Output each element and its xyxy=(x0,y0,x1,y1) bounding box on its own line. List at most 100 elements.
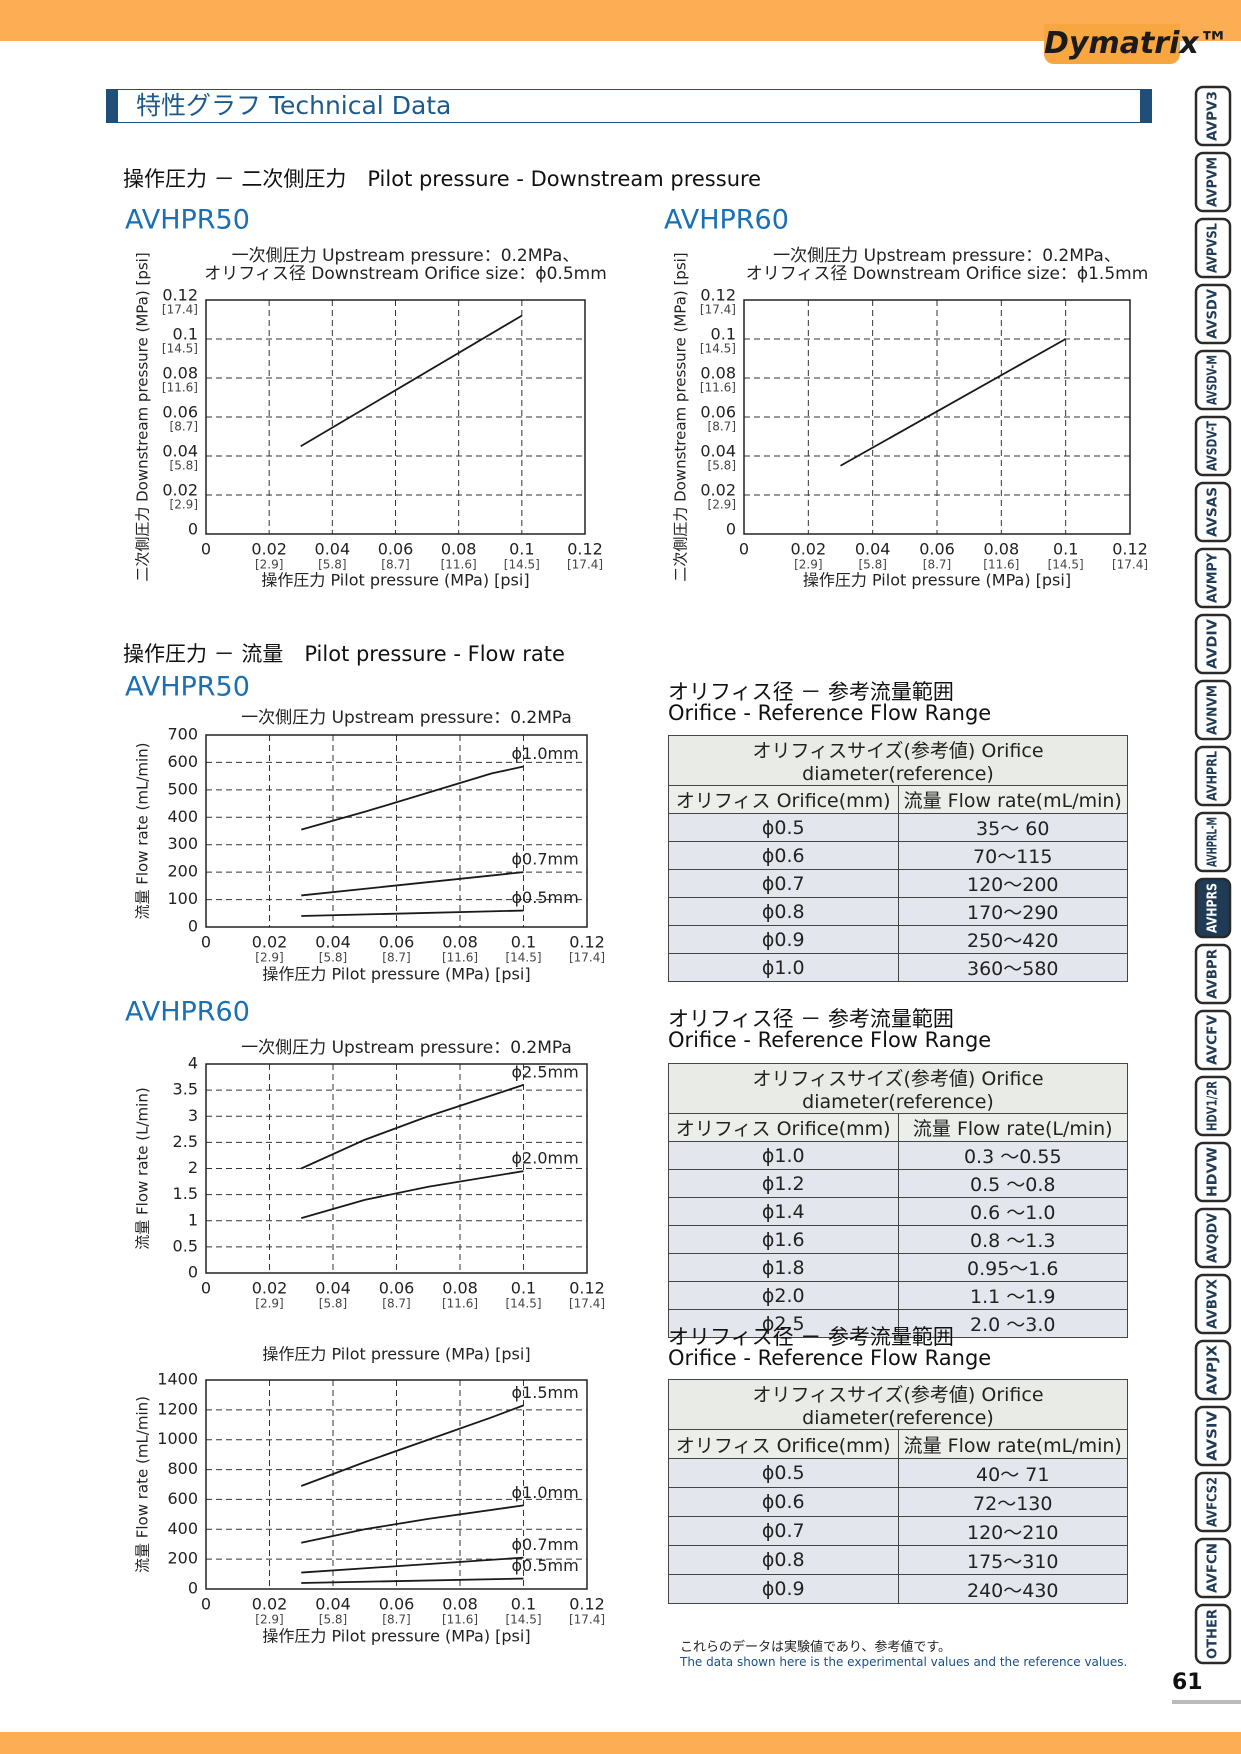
table-cell: ϕ0.8 xyxy=(668,1545,899,1575)
column-header: 流量 Flow rate(mL/min) xyxy=(897,1429,1128,1459)
table-row: ϕ0.8 170～290 xyxy=(668,897,1128,926)
series-line xyxy=(301,1556,524,1574)
y-tick-label: 0.1 xyxy=(173,325,198,344)
x-tick-label: 0 xyxy=(201,540,211,559)
y-axis-label: 二次側圧力 Downstream pressure (MPa) [psi] xyxy=(134,252,152,581)
table-caption-row: オリフィスサイズ(参考値) Orifice diameter(reference… xyxy=(668,1379,1128,1430)
reference-table: オリフィスサイズ(参考値) Orifice diameter(reference… xyxy=(668,735,1128,982)
chart-subtitle: 一次側圧力 Upstream pressure：0.2MPa xyxy=(241,708,572,728)
side-tab-label: OTHER xyxy=(1206,1609,1221,1659)
column-header: 流量 Flow rate(mL/min) xyxy=(897,785,1128,814)
y-tick-psi-label: [2.9] xyxy=(708,498,736,512)
table-caption-row: オリフィスサイズ(参考値) Orifice diameter(reference… xyxy=(668,735,1128,786)
x-tick-psi-label: [17.4] xyxy=(569,1297,605,1311)
x-tick-label: 0 xyxy=(201,933,211,952)
side-tab-label: AVDIV xyxy=(1206,619,1221,669)
side-tab-label: HDVW xyxy=(1206,1147,1221,1197)
footnote: これらのデータは実験値であり、参考値です。 xyxy=(680,1640,952,1655)
x-tick-label: 0 xyxy=(739,540,749,559)
y-tick-label: 1.5 xyxy=(173,1184,198,1203)
side-tab xyxy=(1194,1207,1232,1269)
table-cell: ϕ0.5 xyxy=(668,1458,899,1488)
table-cell: ϕ1.4 xyxy=(668,1197,899,1226)
table-row: ϕ1.0 0.3 ～0.55 xyxy=(668,1141,1128,1170)
table-cell: ϕ1.2 xyxy=(668,1169,899,1198)
x-tick-label: 0.08 xyxy=(442,1595,478,1614)
side-tab xyxy=(1194,1009,1232,1071)
table-title: オリフィス径 － 参考流量範囲 xyxy=(668,1325,954,1349)
y-tick-label: 2 xyxy=(188,1158,198,1177)
x-axis-label: 操作圧力 Pilot pressure (MPa) [psi] xyxy=(262,965,530,984)
x-tick-label: 0.02 xyxy=(251,540,287,559)
table-cell: 0.3 ～0.55 xyxy=(897,1141,1128,1170)
plot-frame xyxy=(205,299,586,535)
table-subtitle: Orifice - Reference Flow Range xyxy=(668,701,992,725)
table-row: ϕ2.5 2.0 ～3.0 xyxy=(668,1309,1128,1338)
table-row: ϕ2.0 1.1 ～1.9 xyxy=(668,1281,1128,1310)
side-tab-label: AVBPR xyxy=(1206,949,1221,999)
series-label: ϕ0.7mm xyxy=(512,850,579,869)
footnote: The data shown here is the experimental … xyxy=(680,1655,1128,1669)
x-tick-label: 0.04 xyxy=(855,540,891,559)
x-tick-psi-label: [5.8] xyxy=(319,1613,347,1627)
x-tick-psi-label: [8.7] xyxy=(382,1297,410,1311)
reference-table: オリフィスサイズ(参考値) Orifice diameter(reference… xyxy=(668,1063,1128,1338)
x-tick-psi-label: [11.6] xyxy=(442,1613,478,1627)
x-tick-label: 0.12 xyxy=(567,540,603,559)
side-tab xyxy=(1194,217,1232,279)
x-tick-psi-label: [11.6] xyxy=(441,558,477,572)
y-tick-label: 300 xyxy=(167,834,198,853)
chart-title: AVHPR60 xyxy=(125,997,250,1028)
page-number-rule xyxy=(1172,1700,1241,1704)
table-cell: ϕ0.8 xyxy=(668,897,899,926)
x-tick-label: 0.08 xyxy=(442,933,478,952)
section-title: 特性グラフ Technical Data xyxy=(136,91,452,120)
table-row: ϕ0.7 120～210 xyxy=(668,1516,1128,1546)
y-tick-label: 1200 xyxy=(157,1399,198,1418)
side-tab-label: HDV1/2R xyxy=(1206,1081,1221,1131)
table-cell: ϕ0.9 xyxy=(668,1574,899,1604)
side-tab xyxy=(1194,1075,1232,1137)
table-cell: 120～210 xyxy=(897,1516,1128,1546)
side-tab xyxy=(1194,1273,1232,1335)
side-tab xyxy=(1194,415,1232,477)
x-tick-psi-label: [8.7] xyxy=(923,558,951,572)
y-tick-label: 700 xyxy=(167,725,198,744)
y-tick-label: 200 xyxy=(167,862,198,881)
y-tick-label: 1000 xyxy=(157,1429,198,1448)
heading: 操作圧力 － 二次側圧力 Pilot pressure - Downstream… xyxy=(123,167,762,191)
chart-subtitle: 一次側圧力 Upstream pressure：0.2MPa xyxy=(241,1038,572,1058)
table-caption: オリフィスサイズ(参考値) Orifice diameter(reference… xyxy=(668,735,1128,786)
y-tick-label: 0.02 xyxy=(162,481,198,500)
side-tab xyxy=(1194,811,1232,873)
side-tab-label: AVFCS2 xyxy=(1206,1477,1221,1527)
side-tab xyxy=(1194,943,1232,1005)
series-label: ϕ2.0mm xyxy=(512,1149,579,1168)
table-row: ϕ0.6 72～130 xyxy=(668,1487,1128,1517)
x-tick-label: 0 xyxy=(201,1595,211,1614)
y-tick-label: 0 xyxy=(726,520,736,539)
side-tab xyxy=(1194,481,1232,543)
y-tick-label: 0.1 xyxy=(711,325,736,344)
top-bar xyxy=(0,0,1241,41)
x-tick-psi-label: [17.4] xyxy=(569,951,605,965)
y-tick-psi-label: [14.5] xyxy=(700,342,736,356)
series-label: ϕ0.7mm xyxy=(512,1535,579,1554)
table-row: ϕ1.6 0.8 ～1.3 xyxy=(668,1225,1128,1254)
y-tick-label: 0.04 xyxy=(162,442,198,461)
table-cell: 120～200 xyxy=(897,869,1128,898)
table-cell: ϕ1.0 xyxy=(668,1141,899,1170)
plot-frame xyxy=(205,1379,588,1590)
series-line xyxy=(301,1504,524,1544)
y-tick-label: 4 xyxy=(188,1054,198,1073)
table-cell: ϕ0.6 xyxy=(668,841,899,870)
x-tick-psi-label: [2.9] xyxy=(255,558,283,572)
table-subtitle: Orifice - Reference Flow Range xyxy=(668,1028,992,1052)
series-line xyxy=(840,338,1067,467)
y-tick-psi-label: [8.7] xyxy=(708,420,736,434)
x-tick-label: 0.1 xyxy=(511,1595,536,1614)
x-tick-label: 0.02 xyxy=(252,1279,288,1298)
x-tick-psi-label: [14.5] xyxy=(505,1297,541,1311)
x-tick-psi-label: [17.4] xyxy=(569,1613,605,1627)
